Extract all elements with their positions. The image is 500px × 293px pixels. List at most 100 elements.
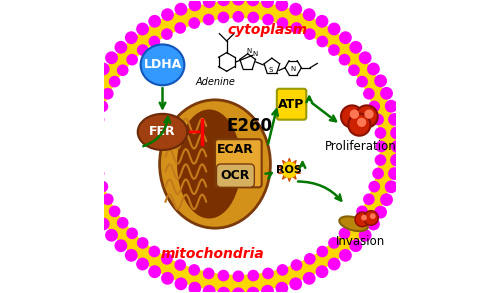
- Circle shape: [356, 76, 368, 87]
- Text: E260: E260: [227, 117, 273, 135]
- Circle shape: [380, 87, 393, 100]
- Circle shape: [188, 282, 202, 293]
- Circle shape: [96, 181, 108, 193]
- Circle shape: [363, 193, 374, 205]
- Circle shape: [328, 44, 340, 56]
- Circle shape: [232, 11, 244, 23]
- Circle shape: [262, 14, 274, 25]
- Circle shape: [148, 246, 160, 257]
- Circle shape: [388, 167, 401, 180]
- Circle shape: [174, 3, 188, 16]
- Circle shape: [261, 0, 274, 8]
- Circle shape: [281, 162, 297, 178]
- Circle shape: [161, 272, 174, 285]
- Circle shape: [218, 270, 229, 281]
- Ellipse shape: [140, 45, 184, 85]
- Circle shape: [117, 217, 128, 229]
- Circle shape: [261, 285, 274, 293]
- Circle shape: [97, 218, 110, 230]
- Circle shape: [188, 264, 200, 276]
- Circle shape: [76, 167, 88, 180]
- Circle shape: [148, 15, 161, 28]
- Circle shape: [367, 63, 380, 75]
- Text: N: N: [246, 48, 252, 54]
- Text: Proliferation: Proliferation: [325, 140, 396, 153]
- Circle shape: [303, 272, 316, 285]
- Circle shape: [232, 270, 244, 282]
- Circle shape: [73, 140, 86, 153]
- Circle shape: [248, 12, 259, 23]
- Circle shape: [304, 28, 316, 40]
- Circle shape: [137, 44, 148, 56]
- Text: ROS: ROS: [276, 165, 302, 175]
- Circle shape: [368, 181, 380, 193]
- Circle shape: [374, 127, 386, 139]
- Circle shape: [316, 15, 328, 28]
- Text: ATP: ATP: [278, 98, 304, 111]
- Circle shape: [367, 218, 380, 230]
- Circle shape: [316, 36, 328, 47]
- Circle shape: [358, 229, 372, 242]
- Circle shape: [232, 287, 245, 293]
- Circle shape: [372, 114, 384, 125]
- Circle shape: [161, 253, 172, 265]
- Circle shape: [117, 64, 128, 76]
- Circle shape: [79, 100, 92, 113]
- Circle shape: [105, 51, 118, 64]
- Circle shape: [126, 54, 138, 66]
- Circle shape: [372, 168, 384, 179]
- Circle shape: [102, 193, 114, 205]
- Text: ECAR: ECAR: [217, 143, 254, 156]
- Circle shape: [136, 258, 149, 270]
- Circle shape: [188, 17, 200, 29]
- Text: OCR: OCR: [220, 169, 250, 182]
- Circle shape: [174, 259, 186, 271]
- Circle shape: [348, 114, 370, 136]
- Circle shape: [390, 154, 403, 166]
- Circle shape: [370, 213, 376, 219]
- Circle shape: [188, 0, 202, 11]
- Circle shape: [388, 113, 401, 126]
- Circle shape: [84, 87, 96, 100]
- Circle shape: [174, 22, 186, 34]
- Circle shape: [203, 268, 214, 279]
- Circle shape: [203, 14, 214, 25]
- Circle shape: [218, 12, 229, 23]
- FancyBboxPatch shape: [277, 89, 306, 120]
- Circle shape: [114, 239, 128, 252]
- Circle shape: [109, 206, 120, 217]
- Circle shape: [148, 265, 161, 278]
- Circle shape: [348, 217, 360, 229]
- FancyBboxPatch shape: [216, 164, 254, 187]
- Circle shape: [364, 211, 378, 225]
- Circle shape: [90, 127, 102, 139]
- Circle shape: [348, 64, 360, 76]
- Ellipse shape: [177, 110, 242, 219]
- Circle shape: [90, 154, 102, 166]
- Circle shape: [114, 41, 128, 54]
- Circle shape: [328, 23, 340, 35]
- Circle shape: [232, 0, 245, 6]
- Circle shape: [218, 0, 230, 6]
- Text: mitochondria: mitochondria: [160, 247, 264, 261]
- Circle shape: [339, 31, 352, 44]
- Circle shape: [74, 127, 86, 139]
- Circle shape: [290, 3, 302, 16]
- Ellipse shape: [138, 114, 188, 150]
- Circle shape: [174, 277, 188, 290]
- Text: Adenine: Adenine: [195, 77, 235, 87]
- Circle shape: [316, 265, 328, 278]
- Circle shape: [328, 258, 340, 270]
- Circle shape: [96, 100, 108, 112]
- Circle shape: [374, 206, 387, 219]
- Circle shape: [125, 249, 138, 262]
- Circle shape: [328, 237, 340, 249]
- Circle shape: [97, 63, 110, 75]
- Circle shape: [90, 141, 102, 152]
- Circle shape: [363, 88, 374, 100]
- Circle shape: [390, 127, 403, 139]
- Circle shape: [290, 22, 302, 34]
- Circle shape: [161, 28, 172, 40]
- Circle shape: [161, 8, 174, 21]
- Circle shape: [202, 0, 215, 8]
